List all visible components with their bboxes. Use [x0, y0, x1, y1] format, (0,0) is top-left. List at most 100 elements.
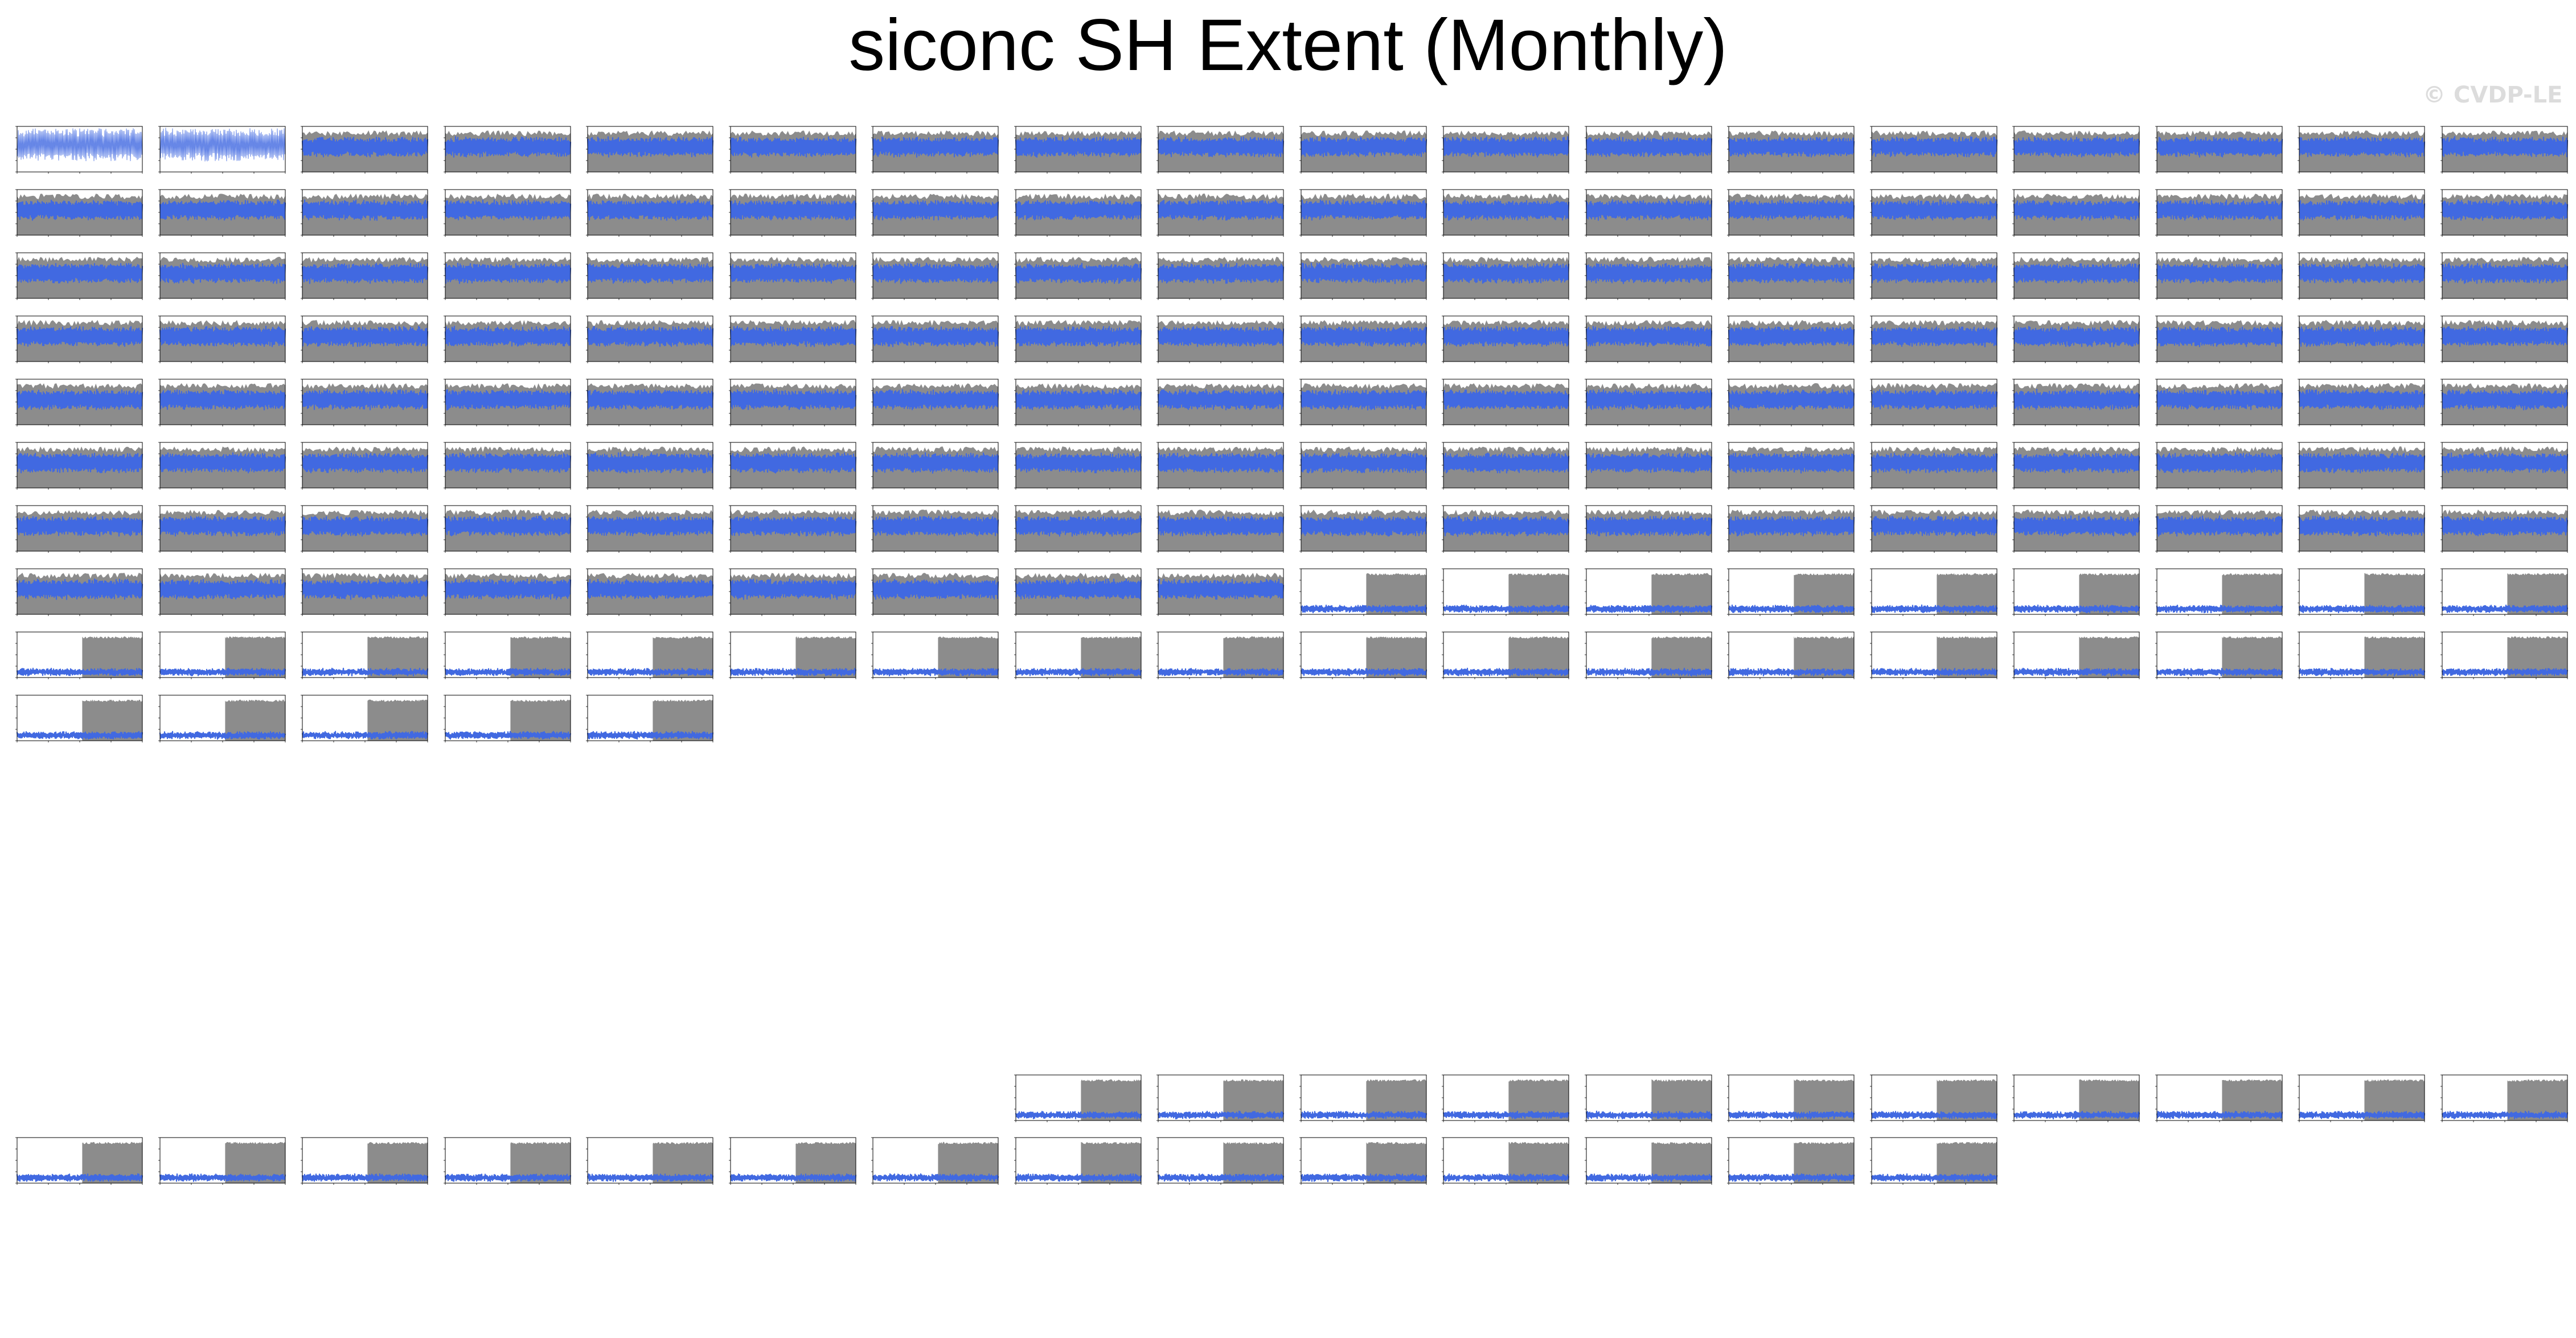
chart-panel [300, 182, 433, 237]
chart-panel [442, 245, 576, 300]
observed-series [1223, 1079, 1283, 1121]
panel-plot [2012, 1074, 2140, 1122]
ensemble-series [2298, 136, 2426, 158]
chart-panel [1726, 561, 1860, 616]
chart-panel [2296, 498, 2430, 553]
ensemble-series [2156, 326, 2283, 347]
observed-series [2364, 636, 2425, 678]
panel-plot [2012, 379, 2140, 426]
observed-series [82, 699, 142, 741]
chart-panel [157, 687, 291, 742]
ensemble-series [872, 199, 999, 221]
chart-panel [1441, 561, 1574, 616]
chart-panel [585, 687, 719, 742]
ensemble-series [1442, 1173, 1570, 1183]
panel-plot [586, 189, 714, 237]
ensemble-series [2013, 1110, 2140, 1120]
chart-panel [1584, 624, 1717, 679]
ensemble-series [1728, 1173, 1855, 1182]
observed-series [2507, 1079, 2567, 1121]
ensemble-series [2156, 667, 2283, 676]
ensemble-series [729, 578, 856, 600]
chart-panel [2154, 182, 2288, 237]
chart-panel [442, 1130, 576, 1185]
chart-panel [1298, 118, 1432, 174]
ensemble-series [729, 263, 856, 284]
chart-panel [1869, 308, 2003, 363]
panel-plot [2440, 189, 2568, 237]
panel-plot [1584, 379, 1712, 426]
chart-panel [1441, 1130, 1574, 1185]
chart-panel [1584, 118, 1717, 174]
panel-plot [15, 568, 143, 616]
chart-panel [2011, 561, 2145, 616]
ensemble-series [872, 452, 999, 474]
chart-panel [585, 308, 719, 363]
chart-panel [1013, 434, 1147, 490]
ensemble-series [444, 136, 571, 158]
panel-plot [443, 568, 571, 616]
ensemble-series [2298, 262, 2426, 284]
ensemble-series [2013, 452, 2140, 474]
ensemble-series [729, 452, 856, 474]
ensemble-series [1300, 326, 1427, 347]
ensemble-series [1300, 515, 1427, 537]
observed-series [1508, 1079, 1569, 1121]
ensemble-series [444, 199, 571, 221]
chart-panel [1869, 371, 2003, 426]
chart-panel [157, 371, 291, 426]
panel-plot [158, 695, 286, 742]
chart-panel [1013, 1067, 1147, 1122]
chart-panel [870, 434, 1004, 490]
panel-plot [586, 568, 714, 616]
panel-plot [586, 442, 714, 490]
panel-plot [301, 631, 429, 679]
watermark: © CVDP-LE [2423, 82, 2563, 108]
chart-panel [728, 434, 862, 490]
ensemble-series [1728, 199, 1855, 221]
panel-plot [728, 315, 856, 363]
ensemble-series [586, 578, 714, 600]
chart-panel [1441, 182, 1574, 237]
ensemble-series [1871, 262, 1997, 284]
panel-plot [871, 568, 999, 616]
chart-panel [2439, 434, 2573, 490]
ensemble-series [1728, 262, 1855, 284]
chart-panel [870, 182, 1004, 237]
panel-plot [728, 442, 856, 490]
panel-plot [1727, 315, 1855, 363]
chart-panel [585, 1130, 719, 1185]
ensemble-series [586, 730, 714, 740]
panel-plot [2298, 126, 2426, 174]
ensemble-series [301, 136, 429, 158]
panel-plot [1869, 126, 1997, 174]
ensemble-series [586, 136, 714, 158]
ensemble-series [1300, 262, 1427, 284]
panel-plot [728, 252, 856, 300]
chart-panel [442, 561, 576, 616]
chart-panel [1298, 371, 1432, 426]
panel-plot [443, 189, 571, 237]
observed-series [1508, 1142, 1569, 1183]
panel-plot [1727, 1074, 1855, 1122]
observed-series [1651, 573, 1712, 614]
observed-series [224, 636, 285, 678]
ensemble-series [301, 1173, 429, 1182]
ensemble-series [1157, 668, 1285, 676]
ensemble-series [1157, 1110, 1285, 1120]
ensemble-series [1015, 326, 1142, 347]
chart-panel [157, 561, 291, 616]
ensemble-series [1585, 667, 1712, 677]
panel-plot [158, 252, 286, 300]
ensemble-series [444, 389, 571, 411]
chart-panel [1013, 245, 1147, 300]
ensemble-series [1157, 199, 1285, 221]
panel-plot [15, 1137, 143, 1185]
observed-series [653, 699, 713, 741]
ensemble-series [872, 326, 999, 347]
ensemble-series [2013, 263, 2140, 284]
ensemble-series [1015, 668, 1142, 676]
ensemble-series [159, 515, 286, 537]
ensemble-series [1300, 667, 1427, 676]
chart-panel [2154, 118, 2288, 174]
